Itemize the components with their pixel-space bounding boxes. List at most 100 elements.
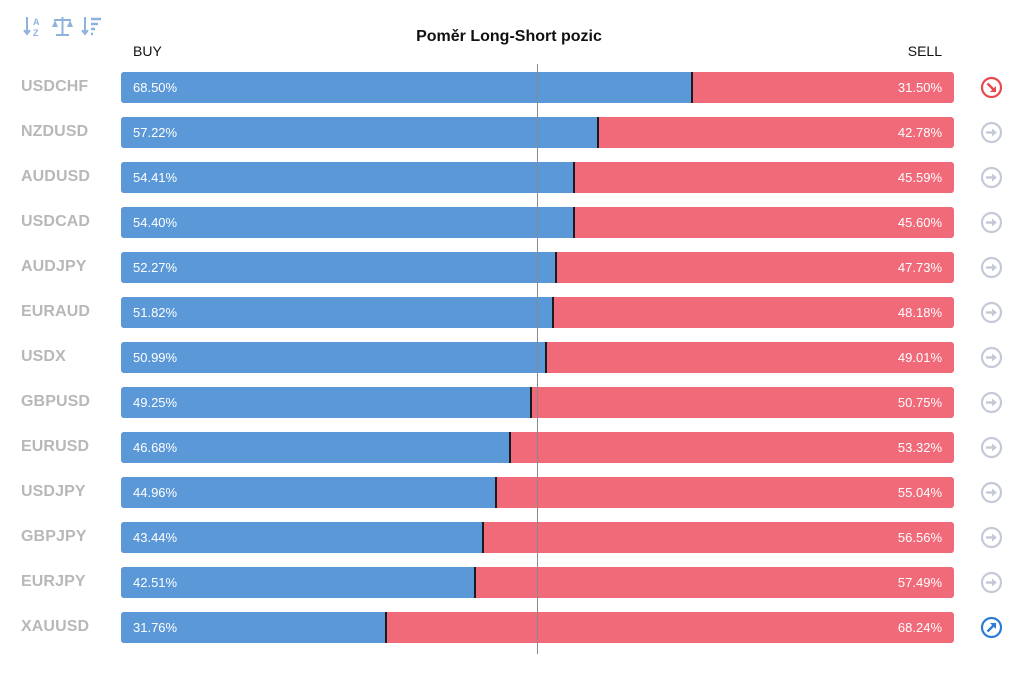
- buy-bar[interactable]: [121, 117, 598, 148]
- chart-row: EURUSD 46.68% 53.32%: [0, 432, 1018, 463]
- chart-row: USDCHF 68.50% 31.50%: [0, 72, 1018, 103]
- chart-row: AUDUSD 54.41% 45.59%: [0, 162, 1018, 193]
- sell-value-label: 47.73%: [897, 260, 942, 275]
- split-marker: [573, 162, 576, 193]
- buy-value-label: 54.40%: [133, 215, 178, 230]
- category-label: USDJPY: [21, 483, 86, 500]
- arrow-right-icon[interactable]: [980, 211, 1003, 234]
- category-label: AUDUSD: [21, 168, 91, 185]
- chart-row: NZDUSD 57.22% 42.78%: [0, 117, 1018, 148]
- split-marker: [474, 567, 477, 598]
- sell-value-label: 55.04%: [897, 485, 942, 500]
- split-marker: [544, 342, 547, 373]
- buy-bar[interactable]: [121, 387, 532, 418]
- chart-row: GBPJPY 43.44% 56.56%: [0, 522, 1018, 553]
- sell-value-label: 48.18%: [897, 305, 942, 320]
- chart-title: Poměr Long-Short pozic: [416, 28, 602, 45]
- svg-text:Z: Z: [33, 28, 39, 38]
- arrow-right-icon[interactable]: [980, 436, 1003, 459]
- sell-value-label: 68.24%: [897, 620, 942, 635]
- buy-value-label: 51.82%: [133, 305, 178, 320]
- split-marker: [690, 72, 693, 103]
- buy-value-label: 46.68%: [133, 440, 178, 455]
- split-marker: [551, 297, 554, 328]
- buy-value-label: 43.44%: [133, 530, 178, 545]
- arrow-right-icon[interactable]: [980, 121, 1003, 144]
- buy-bar[interactable]: [121, 522, 483, 553]
- buy-bar[interactable]: [121, 297, 553, 328]
- split-marker: [508, 432, 511, 463]
- category-label: USDX: [21, 348, 66, 365]
- category-label: EURJPY: [21, 573, 86, 590]
- split-marker: [573, 207, 576, 238]
- category-label: NZDUSD: [21, 123, 89, 140]
- split-marker: [596, 117, 599, 148]
- buy-bar[interactable]: [121, 252, 557, 283]
- split-marker: [494, 477, 497, 508]
- chart-row: GBPUSD 49.25% 50.75%: [0, 387, 1018, 418]
- svg-text:A: A: [33, 17, 40, 27]
- sell-value-label: 50.75%: [897, 395, 942, 410]
- category-label: XAUUSD: [21, 618, 90, 635]
- arrow-right-icon[interactable]: [980, 391, 1003, 414]
- category-label: USDCHF: [21, 78, 89, 95]
- buy-bar[interactable]: [121, 477, 496, 508]
- chart-row: XAUUSD 31.76% 68.24%: [0, 612, 1018, 643]
- category-label: GBPJPY: [21, 528, 87, 545]
- buy-value-label: 52.27%: [133, 260, 178, 275]
- sell-value-label: 49.01%: [897, 350, 942, 365]
- buy-bar[interactable]: [121, 612, 386, 643]
- buy-bar[interactable]: [121, 162, 575, 193]
- arrow-right-icon[interactable]: [980, 166, 1003, 189]
- sell-value-label: 57.49%: [897, 575, 942, 590]
- arrow-right-icon[interactable]: [980, 481, 1003, 504]
- sell-value-label: 45.59%: [897, 170, 942, 185]
- chart-row: USDX 50.99% 49.01%: [0, 342, 1018, 373]
- toolbar: A Z: [22, 14, 103, 40]
- buy-bar[interactable]: [121, 342, 546, 373]
- arrow-up-right-icon[interactable]: [980, 616, 1003, 639]
- buy-value-label: 50.99%: [133, 350, 178, 365]
- chart-row: EURJPY 42.51% 57.49%: [0, 567, 1018, 598]
- category-label: AUDJPY: [21, 258, 87, 275]
- sell-value-label: 45.60%: [897, 215, 942, 230]
- split-marker: [530, 387, 533, 418]
- category-label: USDCAD: [21, 213, 91, 230]
- chart-row: USDJPY 44.96% 55.04%: [0, 477, 1018, 508]
- sell-value-label: 56.56%: [897, 530, 942, 545]
- buy-value-label: 31.76%: [133, 620, 178, 635]
- split-marker: [555, 252, 558, 283]
- arrow-right-icon[interactable]: [980, 526, 1003, 549]
- sort-descending-icon[interactable]: [80, 14, 103, 38]
- legend-buy: BUY: [133, 43, 162, 59]
- balance-scale-icon[interactable]: [51, 14, 74, 38]
- arrow-right-icon[interactable]: [980, 346, 1003, 369]
- buy-bar[interactable]: [121, 72, 692, 103]
- sell-value-label: 53.32%: [897, 440, 942, 455]
- buy-bar[interactable]: [121, 432, 510, 463]
- buy-value-label: 57.22%: [133, 125, 178, 140]
- sell-value-label: 31.50%: [897, 80, 942, 95]
- category-label: GBPUSD: [21, 393, 91, 410]
- chart-row: USDCAD 54.40% 45.60%: [0, 207, 1018, 238]
- sell-value-label: 42.78%: [897, 125, 942, 140]
- arrow-right-icon[interactable]: [980, 571, 1003, 594]
- buy-value-label: 44.96%: [133, 485, 178, 500]
- buy-value-label: 54.41%: [133, 170, 178, 185]
- split-marker: [481, 522, 484, 553]
- chart-row: AUDJPY 52.27% 47.73%: [0, 252, 1018, 283]
- arrow-down-right-icon[interactable]: [980, 76, 1003, 99]
- fifty-percent-reference-line: [537, 64, 538, 654]
- legend-sell: SELL: [907, 43, 942, 59]
- arrow-right-icon[interactable]: [980, 301, 1003, 324]
- buy-value-label: 42.51%: [133, 575, 178, 590]
- split-marker: [384, 612, 387, 643]
- category-label: EURUSD: [21, 438, 90, 455]
- buy-value-label: 68.50%: [133, 80, 178, 95]
- buy-bar[interactable]: [121, 567, 476, 598]
- sort-alphabetical-icon[interactable]: A Z: [22, 14, 45, 38]
- category-label: EURAUD: [21, 303, 91, 320]
- buy-value-label: 49.25%: [133, 395, 178, 410]
- buy-bar[interactable]: [121, 207, 575, 238]
- arrow-right-icon[interactable]: [980, 256, 1003, 279]
